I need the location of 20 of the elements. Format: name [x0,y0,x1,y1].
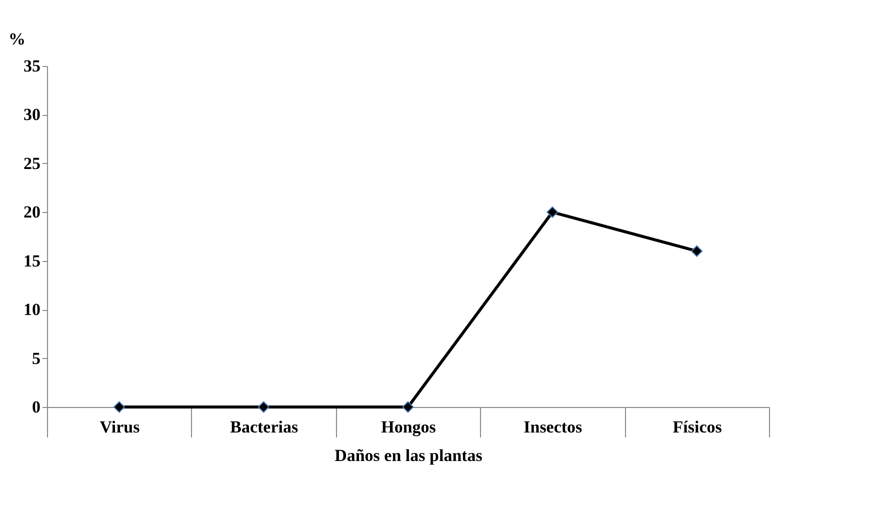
y-axis-title: % [8,30,26,48]
point [402,401,414,413]
x-tick-label: Físicos [672,418,722,436]
y-tick-label: 15 [24,251,40,270]
x-tick-label: Insectos [524,418,583,436]
x-tick-label: Virus [100,418,140,436]
y-tick-label: 10 [24,300,40,320]
point [258,401,270,413]
x-tick-label: Hongos [381,418,436,436]
y-tick-label: 35 [24,56,40,76]
y-tick-label: 25 [24,154,40,173]
x-tick-label: Bacterias [230,418,298,436]
point [113,401,125,413]
y-tick-label: 20 [24,202,40,222]
x-axis-title: Daños en las plantas [334,446,483,465]
y-tick-label: 5 [32,348,40,368]
y-tick-label: 30 [24,105,40,124]
point [546,206,558,218]
y-tick-label: 0 [32,398,40,416]
point [691,245,703,257]
